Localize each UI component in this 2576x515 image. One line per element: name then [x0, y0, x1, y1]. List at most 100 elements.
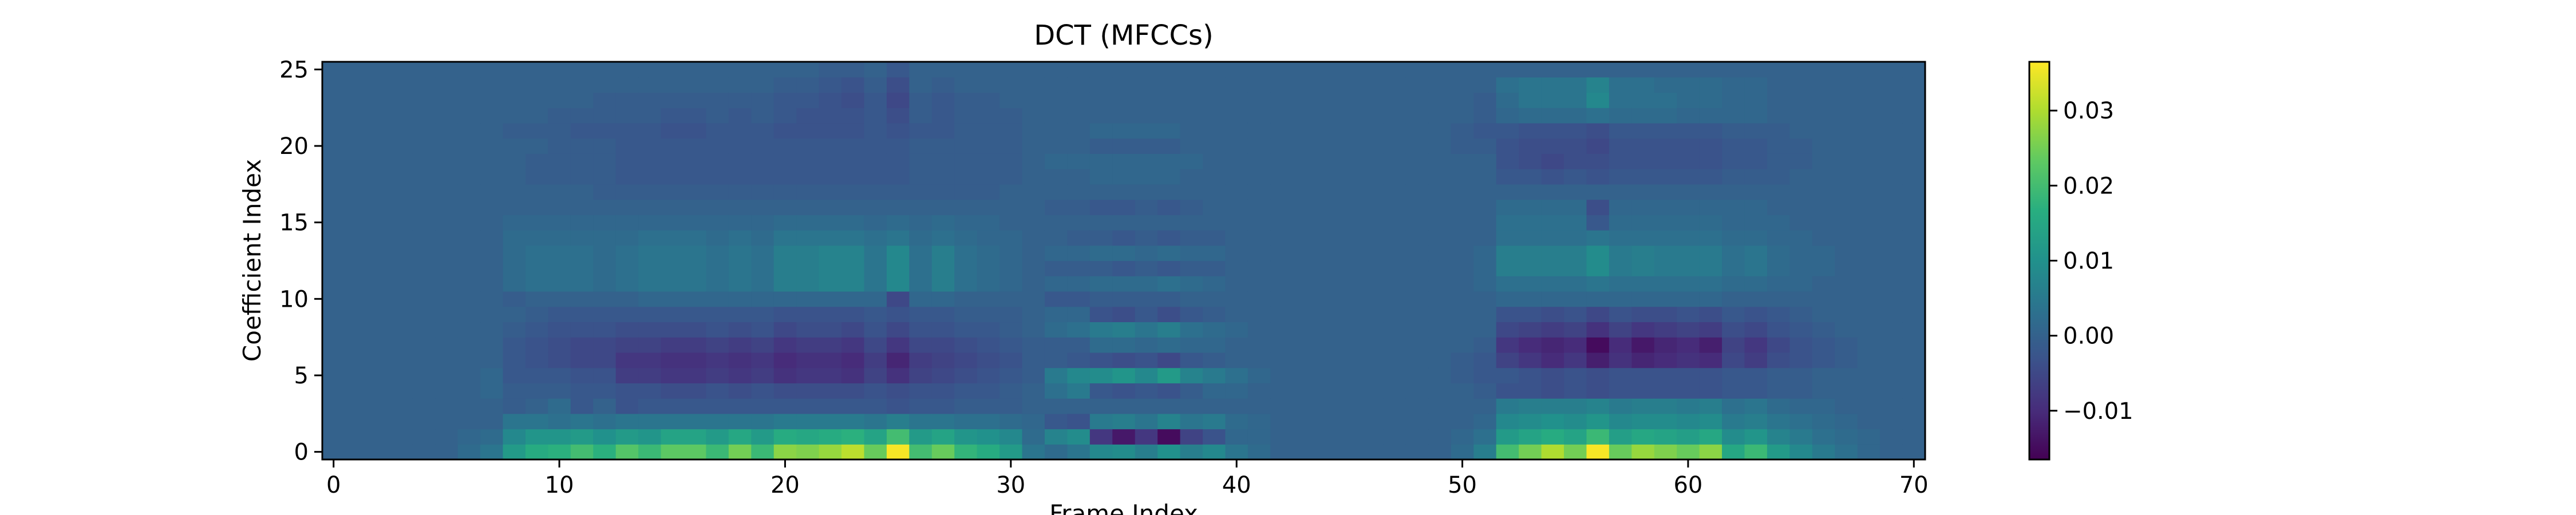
heatmap-cell: [683, 276, 707, 292]
heatmap-cell: [525, 62, 548, 78]
heatmap-cell: [1089, 245, 1113, 262]
heatmap-cell: [1338, 230, 1361, 246]
heatmap-cell: [1564, 322, 1587, 338]
heatmap-cell: [773, 383, 797, 399]
heatmap-cell: [1609, 337, 1632, 353]
heatmap-cell: [886, 429, 910, 445]
heatmap-cell: [1857, 260, 1880, 276]
heatmap-cell: [1451, 291, 1474, 307]
heatmap-cell: [390, 169, 413, 185]
heatmap-cell: [615, 108, 639, 124]
heatmap-cell: [661, 260, 684, 276]
heatmap-cell: [503, 153, 526, 169]
heatmap-cell: [1067, 153, 1091, 169]
heatmap-cell: [1496, 230, 1519, 246]
heatmap-cell: [1789, 245, 1813, 262]
heatmap-cell: [1225, 169, 1249, 185]
heatmap-cell: [322, 77, 346, 93]
heatmap-cell: [841, 215, 865, 231]
heatmap-cell: [1564, 199, 1587, 215]
heatmap-cell: [1496, 352, 1519, 369]
heatmap-cell: [977, 429, 1000, 445]
heatmap-cell: [1135, 398, 1158, 414]
heatmap-cell: [1405, 108, 1429, 124]
heatmap-cell: [1496, 199, 1519, 215]
heatmap-cell: [1722, 383, 1745, 399]
heatmap-cell: [1451, 398, 1474, 414]
heatmap-cell: [1022, 383, 1045, 399]
heatmap-cell: [1767, 62, 1790, 78]
heatmap-cell: [1902, 108, 1926, 124]
heatmap-cell: [931, 260, 955, 276]
heatmap-cell: [1225, 413, 1249, 430]
heatmap-cell: [1428, 77, 1452, 93]
heatmap-cell: [615, 291, 639, 307]
heatmap-cell: [1541, 245, 1564, 262]
heatmap-cell: [1654, 383, 1677, 399]
heatmap-cell: [841, 153, 865, 169]
heatmap-cell: [1789, 429, 1813, 445]
x-tick-label: 70: [1899, 472, 1929, 498]
heatmap-cell: [1067, 92, 1091, 108]
heatmap-cell: [796, 383, 820, 399]
heatmap-cell: [977, 367, 1000, 383]
heatmap-cell: [1383, 260, 1406, 276]
heatmap-cell: [1812, 108, 1835, 124]
heatmap-cell: [1744, 62, 1768, 78]
heatmap-cell: [931, 398, 955, 414]
heatmap-cell: [1812, 367, 1835, 383]
heatmap-cell: [886, 230, 910, 246]
heatmap-cell: [1451, 77, 1474, 93]
heatmap-cell: [1383, 153, 1406, 169]
heatmap-cell: [1157, 138, 1181, 154]
heatmap-cell: [322, 169, 346, 185]
heatmap-cell: [1270, 215, 1294, 231]
heatmap-cell: [1677, 413, 1700, 430]
heatmap-cell: [1722, 108, 1745, 124]
heatmap-cell: [796, 291, 820, 307]
heatmap-cell: [1225, 444, 1249, 460]
heatmap-cell: [1022, 62, 1045, 78]
heatmap-cell: [1609, 398, 1632, 414]
heatmap-cell: [1789, 398, 1813, 414]
heatmap-cell: [1902, 199, 1926, 215]
heatmap-cell: [457, 367, 481, 383]
heatmap-cell: [909, 138, 933, 154]
heatmap-cell: [1835, 199, 1858, 215]
heatmap-cell: [1112, 260, 1136, 276]
heatmap-cell: [1631, 352, 1655, 369]
heatmap-cell: [796, 122, 820, 139]
heatmap-cell: [1315, 138, 1339, 154]
heatmap-cell: [999, 398, 1023, 414]
y-tick-label: 10: [279, 286, 309, 312]
heatmap-cell: [999, 367, 1023, 383]
heatmap-cell: [1496, 383, 1519, 399]
heatmap-cell: [1157, 230, 1181, 246]
heatmap-cell: [1519, 444, 1542, 460]
heatmap-cell: [1744, 276, 1768, 292]
heatmap-cell: [503, 138, 526, 154]
heatmap-cell: [435, 383, 459, 399]
heatmap-cell: [1451, 306, 1474, 323]
heatmap-cell: [1428, 215, 1452, 231]
heatmap-cell: [570, 260, 594, 276]
heatmap-cell: [954, 138, 978, 154]
heatmap-cell: [796, 62, 820, 78]
heatmap-cell: [1383, 429, 1406, 445]
heatmap-cell: [1857, 352, 1880, 369]
heatmap-cell: [661, 62, 684, 78]
heatmap-cell: [615, 444, 639, 460]
heatmap-cell: [1067, 199, 1091, 215]
heatmap-cell: [1022, 444, 1045, 460]
x-tick-label: 0: [326, 472, 341, 498]
heatmap-cell: [1631, 322, 1655, 338]
heatmap-cell: [683, 291, 707, 307]
heatmap-cell: [886, 153, 910, 169]
heatmap-cell: [1428, 383, 1452, 399]
heatmap-cell: [1203, 138, 1226, 154]
heatmap-cell: [1541, 122, 1564, 139]
heatmap-cell: [1699, 92, 1722, 108]
heatmap-cell: [706, 367, 729, 383]
heatmap-cell: [1428, 153, 1452, 169]
heatmap-cell: [345, 153, 368, 169]
